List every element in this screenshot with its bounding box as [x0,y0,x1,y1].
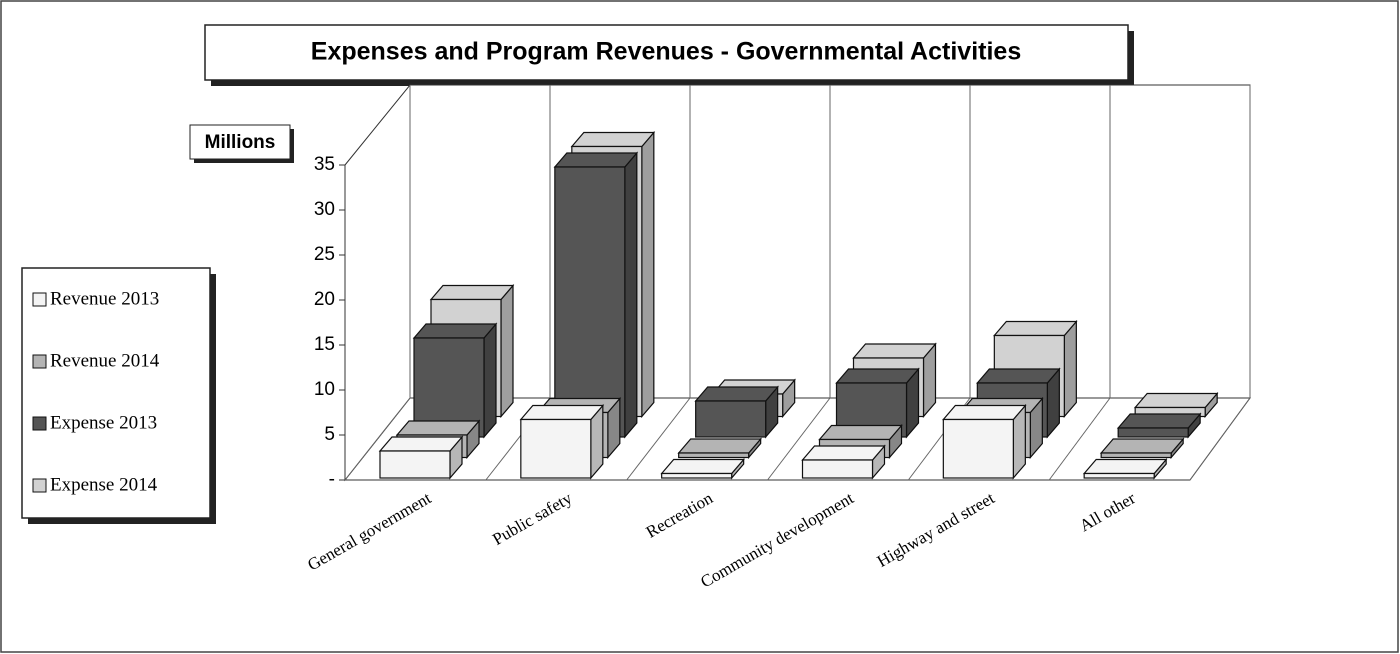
bar-top [677,438,762,454]
y-tick-label: - [329,469,335,490]
bar-top [852,343,937,359]
bar-top [378,436,464,452]
bar-front [695,400,767,438]
bar [378,435,464,480]
bar-top [835,368,920,384]
bar-top [942,404,1027,421]
bar-side [624,151,638,439]
bar-top [429,284,515,301]
bar-front [379,450,451,479]
legend-swatch [32,292,47,307]
legend-swatch [32,478,47,493]
bar-top [818,424,903,441]
bar [1082,457,1168,480]
y-tick-label: 30 [314,199,335,220]
bar-front [801,459,874,479]
legend-swatch [32,416,47,431]
bar-front [942,418,1014,479]
floor-divider [344,397,411,481]
legend-label: Revenue 2013 [50,288,159,309]
ylabel-box [189,124,291,160]
y-axis-label: Millions [205,132,276,153]
legend-box [21,267,211,519]
legend-label: Expense 2014 [50,474,158,495]
bar-top [519,404,605,421]
chart-title: Expenses and Program Revenues - Governme… [311,38,1021,66]
bar [942,403,1027,480]
bar-side [500,283,514,419]
bar [1116,412,1202,439]
bar [660,457,745,480]
bar-top [993,320,1078,337]
y-tick-label: 35 [314,154,335,175]
bar [519,403,605,480]
bar [694,385,779,439]
bar [553,151,639,439]
bar-side [1063,319,1077,419]
bar-front [1083,472,1155,479]
y-tick-label: 10 [314,379,335,400]
bar-top [1082,458,1168,475]
bar [412,322,498,439]
bar-top [553,152,639,168]
bar-front [1100,452,1172,459]
bar-front [520,418,592,479]
legend-label: Revenue 2014 [50,350,160,371]
y-tick-label: 25 [314,244,335,265]
bar-front [1117,427,1189,438]
bar [801,444,886,480]
bar-top [1133,392,1219,409]
bar-front [554,166,626,438]
bar [1133,391,1219,419]
floor-divider [767,397,831,481]
bar-front [661,472,733,479]
title-box [204,24,1129,81]
floor-divider [1048,397,1111,481]
bar-side [641,130,655,419]
bar [1099,437,1185,460]
bar-side [483,322,497,439]
legend-swatch [32,354,47,369]
y-tick-label: 15 [314,334,335,355]
bar-top [1116,413,1202,429]
bar-top [1099,438,1185,454]
floor-divider [1189,397,1251,481]
bar-top [395,420,481,436]
floor-divider [626,397,691,481]
bar-top [801,445,886,461]
bar-top [570,131,656,148]
y-tick-label: 20 [314,289,335,310]
bar [677,437,762,460]
y-tick-label: 5 [324,424,335,445]
bar-top [412,323,498,339]
bar-front [678,452,750,459]
bar-top [660,458,745,475]
bar-top [694,386,779,402]
legend-label: Expense 2013 [50,412,157,433]
bar-top [976,368,1061,384]
